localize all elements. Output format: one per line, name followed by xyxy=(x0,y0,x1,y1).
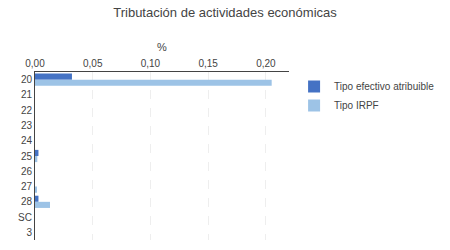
svg-text:26: 26 xyxy=(21,166,33,177)
svg-text:21: 21 xyxy=(21,89,33,100)
svg-text:Tipo IRPF: Tipo IRPF xyxy=(334,100,379,111)
svg-text:22: 22 xyxy=(21,105,33,116)
svg-text:Tributación de actividades eco: Tributación de actividades económicas xyxy=(113,5,337,20)
svg-text:3: 3 xyxy=(26,227,32,238)
svg-text:25: 25 xyxy=(21,151,33,162)
svg-text:SC: SC xyxy=(18,212,32,223)
svg-text:0,10: 0,10 xyxy=(141,58,161,69)
svg-text:20: 20 xyxy=(21,74,33,85)
svg-text:Tipo efectivo atribuible: Tipo efectivo atribuible xyxy=(334,81,434,92)
svg-text:0,00: 0,00 xyxy=(25,58,45,69)
svg-text:0,15: 0,15 xyxy=(198,58,218,69)
svg-text:%: % xyxy=(157,41,167,53)
svg-text:0,20: 0,20 xyxy=(256,58,276,69)
svg-text:28: 28 xyxy=(21,196,33,207)
svg-text:27: 27 xyxy=(21,181,33,192)
svg-text:24: 24 xyxy=(21,135,33,146)
svg-text:0,05: 0,05 xyxy=(83,58,103,69)
svg-text:23: 23 xyxy=(21,120,33,131)
